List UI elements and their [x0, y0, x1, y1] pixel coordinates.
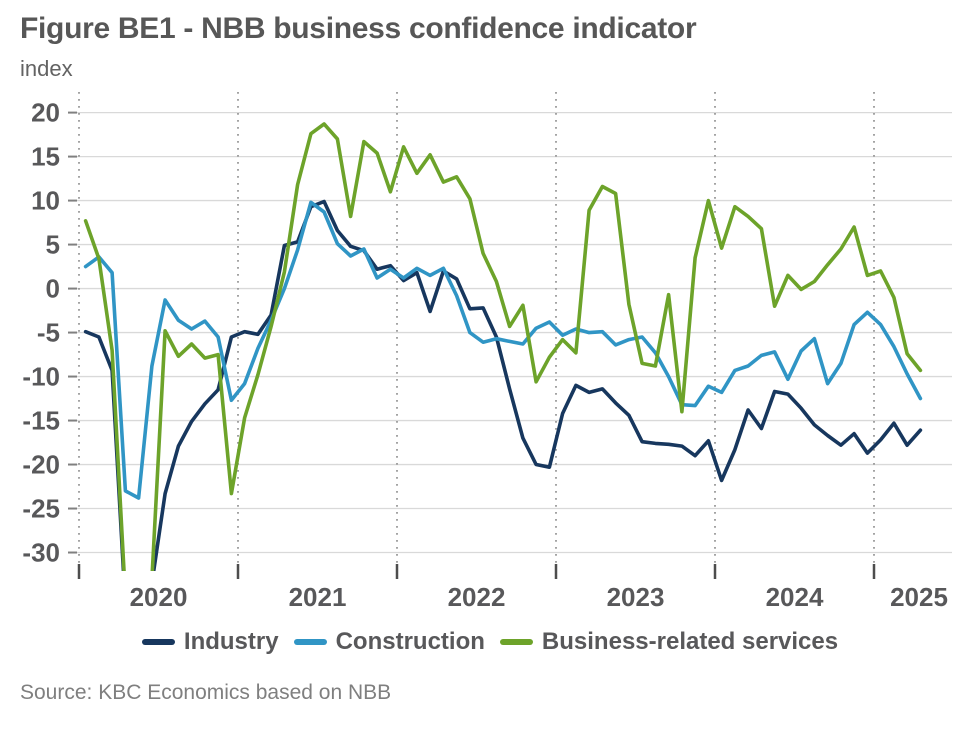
y-axis-label: -10: [22, 362, 60, 392]
y-axis-label: 15: [31, 142, 60, 172]
y-axis-label: 20: [31, 98, 60, 128]
y-axis-label: 5: [46, 230, 60, 260]
y-axis-label: -20: [22, 450, 60, 480]
legend-label-services: Business-related services: [541, 628, 839, 655]
series-line-construction: [83, 200, 923, 500]
chart-canvas: 20 15 10 5 0 -5 -10 -15 -20 -25 -30 2020 2021 2022 202…: [22, 92, 952, 612]
legend-label-industry: Industry: [183, 628, 279, 655]
legend-item-services: Business-related services: [499, 628, 839, 656]
x-axis-label: 2023: [607, 582, 665, 612]
y-axis-unit-label: index: [20, 56, 73, 81]
legend-item-industry: Industry: [141, 628, 279, 656]
x-axis-label: 2020: [130, 582, 188, 612]
y-axis-label: 0: [46, 274, 60, 304]
y-axis-label: -5: [37, 318, 60, 348]
x-axis-label: 2024: [766, 582, 824, 612]
industry-line-swatch-icon: [141, 639, 175, 645]
legend-label-construction: Construction: [335, 628, 485, 655]
source-note: Source: KBC Economics based on NBB: [20, 681, 392, 704]
y-axis-label: -15: [22, 406, 60, 436]
series-line-business-related-services: [83, 122, 923, 571]
series-line-industry: [83, 199, 923, 571]
y-axis-label: -30: [22, 538, 60, 568]
construction-line-swatch-icon: [293, 639, 327, 645]
x-axis-label: 2025: [890, 582, 948, 612]
chart-title: Figure BE1 - NBB business confidence ind…: [20, 12, 697, 45]
x-axis-label: 2021: [289, 582, 347, 612]
services-line-swatch-icon: [499, 639, 533, 645]
y-axis-label: -25: [22, 494, 60, 524]
x-axis-label: 2022: [448, 582, 506, 612]
chart-legend: Industry Construction Business-related s…: [0, 628, 960, 656]
legend-item-construction: Construction: [293, 628, 485, 656]
y-axis-label: 10: [31, 186, 60, 216]
